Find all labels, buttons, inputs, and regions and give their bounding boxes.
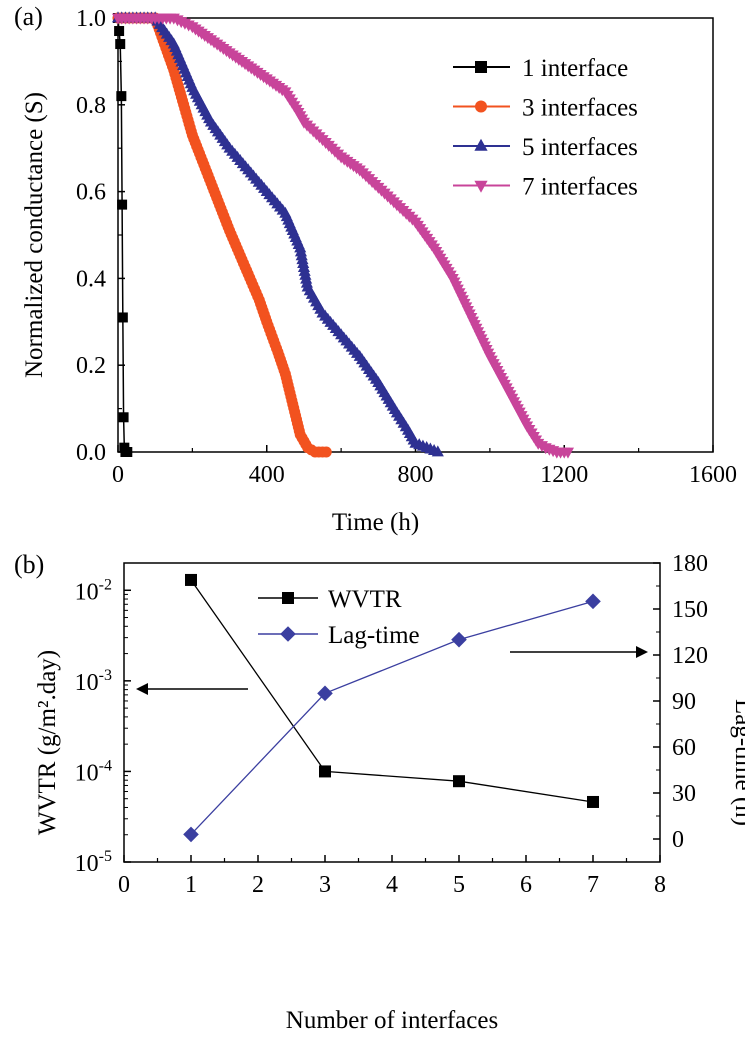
data-point [451,631,467,648]
series-b-0 [185,573,599,808]
y-left-tick-label-b: 10-4 [75,757,112,786]
x-tick-label-b: 0 [118,872,130,898]
data-point [117,312,128,323]
series-a-0 [113,13,133,457]
data-point [561,447,575,459]
x-tick-label-b: 2 [252,872,264,898]
legend-label: 1 interface [522,55,628,82]
series-a-3 [111,13,575,459]
legend-marker [280,626,296,642]
x-tick-label-a: 1600 [689,462,737,488]
y-left-tick-label-b: 10-5 [75,848,112,877]
x-tick-label-b: 8 [654,872,666,898]
x-tick-label-a: 1200 [540,462,588,488]
data-point [114,26,125,37]
y-right-tick-label-b: 30 [672,781,696,807]
panel-a: 0 400 800 1200 1600 0.0 0.2 0.4 0.6 0.8 1.0 Time (h… [21,6,737,536]
data-point [117,199,128,210]
y-tick-label-a: 1.0 [76,6,106,32]
series-a-2 [111,11,444,457]
y-left-axis-title-b: WVTR (g/m².day) [34,650,61,835]
x-tick-label-a: 800 [398,462,434,488]
data-point [116,91,127,102]
data-point [185,573,197,586]
x-tick-label-b: 1 [185,872,197,898]
legend-a: 1 interface 3 interfaces 5 interfaces 7 int… [453,55,638,201]
data-point [453,775,465,788]
y-tick-label-a: 0.8 [76,93,106,119]
legend-label: WVTR [328,586,402,613]
arrow-head [136,683,148,695]
data-point [183,826,199,843]
legend-marker [474,138,488,151]
y-left-tick-label-b: 10-2 [75,576,112,605]
data-point [431,445,444,457]
x-tick-label-b: 4 [386,872,398,898]
legend-b: WVTR Lag-time [258,586,420,649]
panel-b: 0 1 2 3 4 5 6 7 8 Number of interfaces 10-2 10-3 10-… [34,551,745,1034]
lag-axis-arrow [510,646,648,658]
y-right-tick-label-b: 60 [672,735,696,761]
series-a-1 [112,12,332,458]
x-tick-label-a: 400 [249,462,285,488]
legend-label: 3 interfaces [522,95,638,122]
x-tick-label-b: 6 [520,872,532,898]
panel-a-label: (a) [14,2,43,31]
x-tick-label-a: 0 [112,462,124,488]
legend-marker [474,180,488,193]
series-line [190,600,594,835]
y-right-axis-title-b: Lag-time (h) [730,699,745,826]
series-b-1 [183,593,601,843]
y-right-tick-label-b: 180 [672,551,708,577]
y-tick-label-a: 0.2 [76,353,106,379]
x-axis-title-b: Number of interfaces [286,1007,498,1033]
y-right-tick-label-b: 120 [672,643,708,669]
x-tick-label-b: 5 [453,872,465,898]
legend-marker [475,100,487,113]
x-tick-label-b: 7 [587,872,599,898]
wvtr-axis-arrow [136,683,248,695]
y-tick-label-a: 0.0 [76,440,106,466]
data-point [585,593,601,610]
legend-marker [282,592,294,604]
data-point [320,446,332,458]
y-left-tick-label-b: 10-3 [75,667,112,696]
data-point [122,447,133,457]
data-point [587,795,599,808]
data-point [319,765,331,778]
series-line [190,579,594,803]
y-axis-title-a: Normalized conductance (S) [21,92,48,378]
legend-label: 7 interfaces [522,174,638,201]
legend-marker [475,61,487,73]
y-right-tick-label-b: 0 [672,827,684,853]
panel-b-label: (b) [14,550,45,579]
y-tick-label-a: 0.6 [76,180,106,206]
x-axis-title-a: Time (h) [332,509,419,536]
x-tick-label-b: 3 [319,872,331,898]
legend-label: Lag-time [328,622,420,649]
y-tick-label-a: 0.4 [76,266,106,292]
arrow-head [636,646,648,658]
y-right-tick-label-b: 90 [672,689,696,715]
legend-label: 5 interfaces [522,134,638,161]
plot-frame-a [117,17,714,453]
data-point [118,412,129,423]
data-point [317,685,333,702]
data-point [115,39,126,50]
y-right-tick-label-b: 150 [672,597,708,623]
